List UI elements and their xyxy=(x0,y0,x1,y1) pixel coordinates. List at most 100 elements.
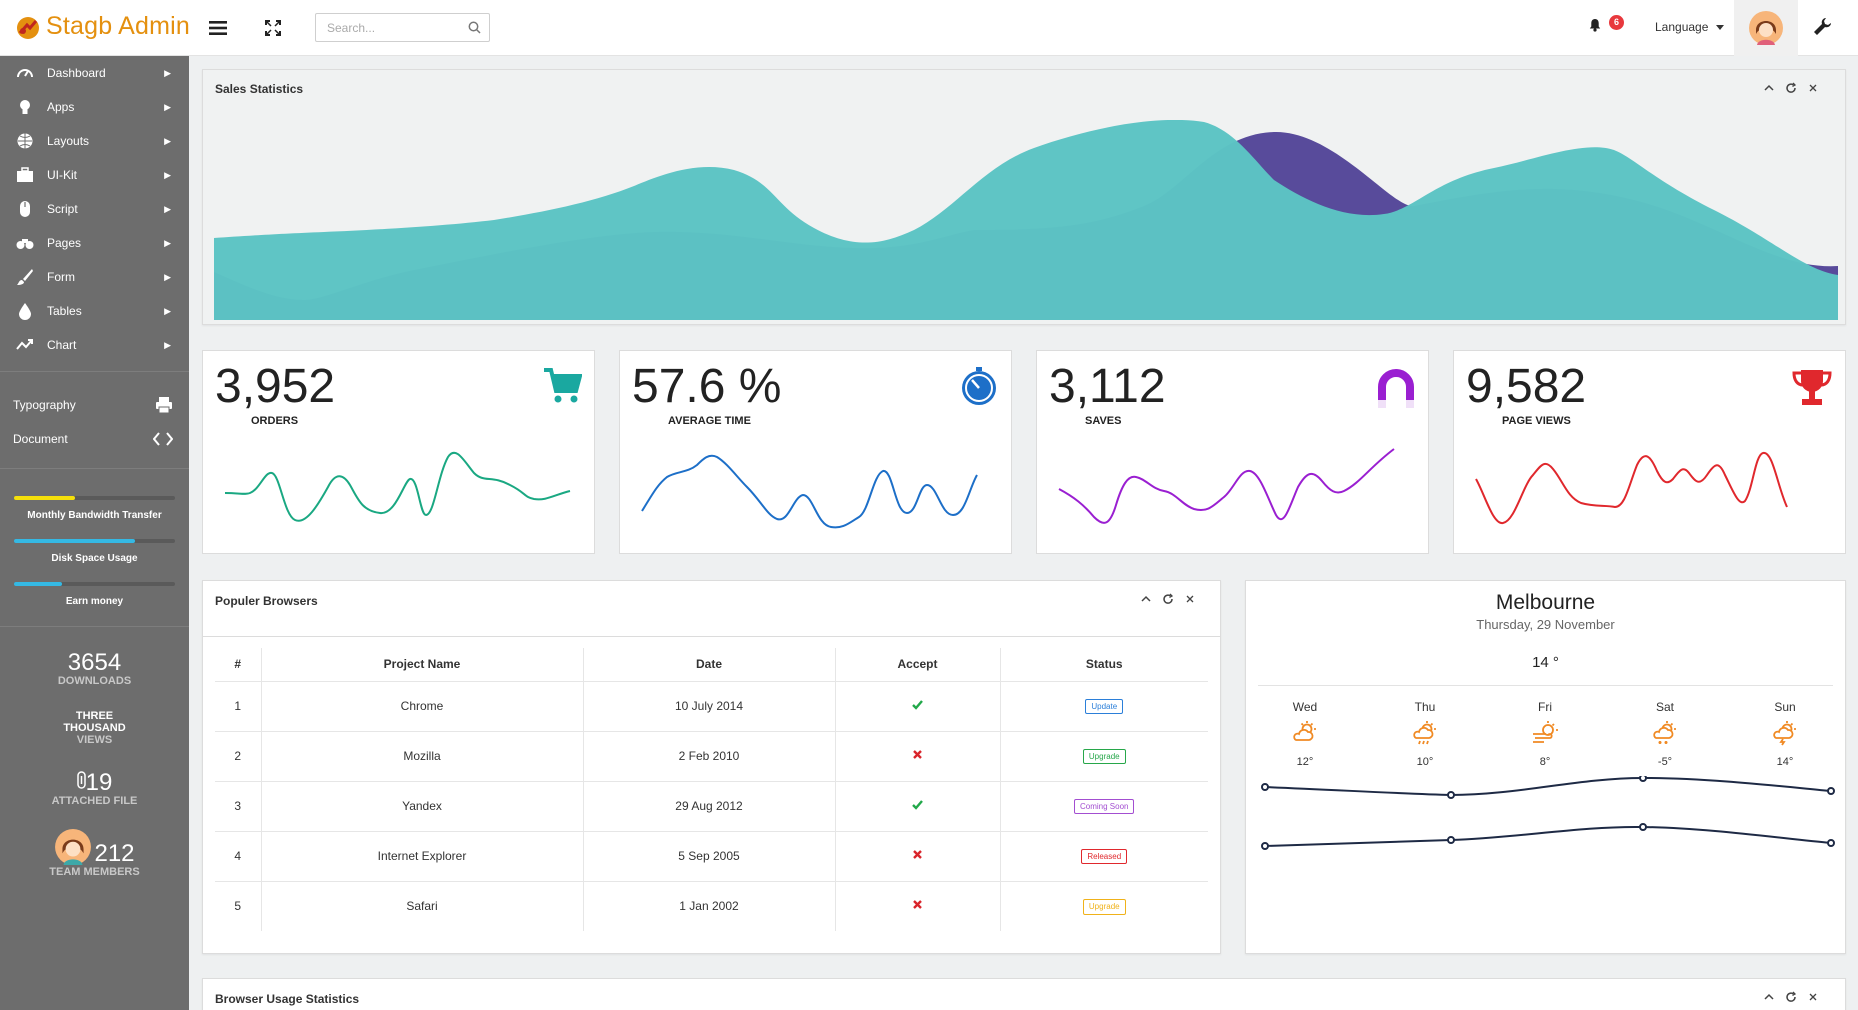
panel-title: Sales Statistics xyxy=(215,82,304,96)
menu-toggle-button[interactable] xyxy=(203,14,233,42)
weather-point xyxy=(1261,783,1269,791)
sidebar-item-document[interactable]: Document xyxy=(0,424,189,454)
stat-value: 3,112 xyxy=(1049,360,1166,413)
briefcase-icon xyxy=(17,167,33,182)
weather-divider xyxy=(1258,685,1833,686)
weather-point xyxy=(1827,839,1835,847)
sidebar-item-ui-kit[interactable]: UI-Kit ▶ xyxy=(0,158,189,192)
refresh-icon[interactable] xyxy=(1785,991,1797,1003)
table-row[interactable]: 2 Mozilla 2 Feb 2010 Upgrade xyxy=(215,731,1208,782)
close-icon[interactable] xyxy=(1184,593,1196,605)
sidebar-item-label: Script xyxy=(47,202,78,216)
search-input[interactable] xyxy=(316,14,456,41)
progress-fill xyxy=(14,539,135,543)
cross-icon xyxy=(912,749,923,763)
average-time-sparkline-line xyxy=(641,454,978,529)
cross-icon xyxy=(912,899,923,913)
avatar xyxy=(1749,11,1783,45)
downloads-number: 3654 xyxy=(67,649,122,676)
downloads-stat: 3654 DOWNLOADS xyxy=(0,649,189,688)
sidebar-item-dashboard[interactable]: Dashboard ▶ xyxy=(0,56,189,90)
paperclip-icon xyxy=(76,771,86,789)
orders-sparkline xyxy=(224,451,571,522)
sidebar-item-pages[interactable]: Pages ▶ xyxy=(0,226,189,260)
sidebar-divider xyxy=(0,371,189,372)
chevron-up-icon[interactable] xyxy=(1763,991,1775,1003)
status-badge[interactable]: Released xyxy=(1081,848,1128,865)
sidebar-item-layouts[interactable]: Layouts ▶ xyxy=(0,124,189,158)
orders-card: 3,952 ORDERS xyxy=(202,350,595,554)
accept-cell xyxy=(834,781,1000,832)
close-icon[interactable] xyxy=(1807,82,1819,94)
caret-right-icon: ▶ xyxy=(164,135,171,146)
partly-cloudy-icon xyxy=(1293,721,1316,741)
sidebar-item-label: Document xyxy=(13,432,68,446)
stat-label: SAVES xyxy=(1085,415,1122,427)
saves-card: 3,112 SAVES xyxy=(1036,350,1429,554)
language-dropdown[interactable]: Language xyxy=(1655,20,1725,34)
progress-label: Earn money xyxy=(65,596,124,607)
row-number: 1 xyxy=(215,681,261,732)
table-row[interactable]: 1 Chrome 10 July 2014 Update xyxy=(215,681,1208,732)
saves-sparkline xyxy=(1058,448,1395,524)
accept-cell xyxy=(834,881,1000,931)
close-icon[interactable] xyxy=(1807,991,1819,1003)
status-badge[interactable]: Upgrade xyxy=(1082,898,1126,915)
forecast-day: Thu 10° xyxy=(1385,700,1465,768)
stat-label: AVERAGE TIME xyxy=(668,415,751,427)
forecast-day-name: Thu xyxy=(1414,700,1436,714)
views-number-line2: THOUSAND xyxy=(63,722,126,734)
project-name: Chrome xyxy=(260,681,583,732)
status-badge[interactable]: Update xyxy=(1085,698,1124,715)
row-number: 4 xyxy=(215,831,261,882)
code-icon xyxy=(153,432,173,446)
avatar xyxy=(55,829,92,865)
logo-text: Stagb Admin xyxy=(46,12,190,40)
bell-icon[interactable] xyxy=(1588,18,1602,32)
sun-rain-icon xyxy=(1413,721,1436,745)
orders-sparkline-line xyxy=(224,451,571,522)
status-cell: Upgrade xyxy=(999,731,1208,782)
stat-label: ORDERS xyxy=(251,415,299,427)
cross-icon xyxy=(912,849,923,863)
sidebar-item-apps[interactable]: Apps ▶ xyxy=(0,90,189,124)
sidebar-item-script[interactable]: Script ▶ xyxy=(0,192,189,226)
chevron-up-icon[interactable] xyxy=(1763,82,1775,94)
status-badge[interactable]: Upgrade xyxy=(1082,748,1126,765)
row-number: 5 xyxy=(234,899,242,914)
project-name: Yandex xyxy=(260,781,583,832)
refresh-icon[interactable] xyxy=(1162,593,1174,605)
sidebar-item-typography[interactable]: Typography xyxy=(0,390,189,420)
progress-track xyxy=(14,582,175,586)
sales-statistics-panel: Sales Statistics xyxy=(202,69,1846,325)
forecast-day-name: Sun xyxy=(1774,700,1796,714)
caret-right-icon: ▶ xyxy=(164,305,171,316)
sidebar-item-tables[interactable]: Tables ▶ xyxy=(0,294,189,328)
progress-track xyxy=(14,496,175,500)
chevron-up-icon[interactable] xyxy=(1140,593,1152,605)
sidebar-divider xyxy=(0,468,189,469)
forecast-day-temp: -5° xyxy=(1657,756,1673,768)
logo[interactable]: Stagb Admin xyxy=(14,12,190,41)
wrench-icon[interactable] xyxy=(1812,16,1834,38)
column-header: Date xyxy=(582,648,835,682)
table-row[interactable]: 4 Internet Explorer 5 Sep 2005 Released xyxy=(215,831,1208,882)
forecast-day-temp: 8° xyxy=(1539,756,1551,768)
panel-tools xyxy=(1763,991,1819,1003)
panel-title: Browser Usage Statistics xyxy=(215,992,360,1006)
stat-value: 57.6 % xyxy=(632,360,782,413)
fullscreen-button[interactable] xyxy=(258,14,288,42)
table-row[interactable]: 3 Yandex 29 Aug 2012 Coming Soon xyxy=(215,781,1208,832)
sidebar-item-form[interactable]: Form ▶ xyxy=(0,260,189,294)
status-badge[interactable]: Coming Soon xyxy=(1074,798,1135,815)
user-avatar-button[interactable] xyxy=(1734,0,1798,56)
sidebar-item-label: Pages xyxy=(47,236,82,250)
table-row[interactable]: 5 Safari 1 Jan 2002 Upgrade xyxy=(215,881,1208,931)
files-label: ATTACHED FILE xyxy=(51,795,138,807)
sidebar-item-chart[interactable]: Chart ▶ xyxy=(0,328,189,362)
search-icon[interactable] xyxy=(468,21,481,34)
page-views-sparkline-line xyxy=(1475,452,1788,524)
refresh-icon[interactable] xyxy=(1785,82,1797,94)
progress-track xyxy=(14,539,175,543)
weather-high-line xyxy=(1264,776,1832,797)
